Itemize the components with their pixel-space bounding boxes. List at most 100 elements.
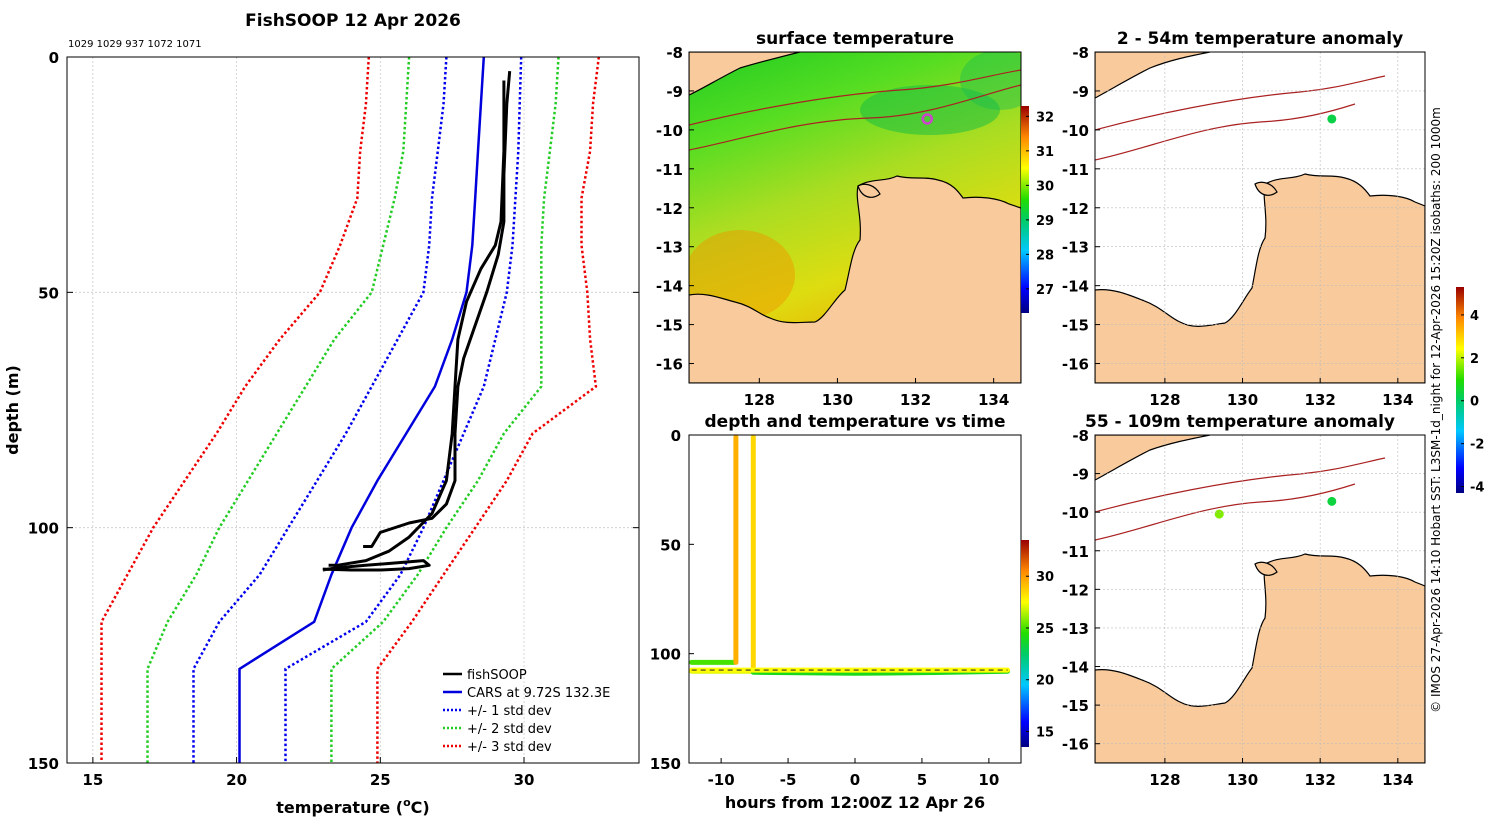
legend-item-1std: +/- 1 std dev: [443, 704, 552, 719]
anomaly-colorbar: [1456, 287, 1464, 493]
sst-colorbar-tick-label: 27: [1036, 283, 1054, 298]
legend-label-1std: +/- 1 std dev: [467, 704, 552, 719]
anomaly-1-xtick-label: 134: [1382, 391, 1413, 409]
anomaly-colorbar-ticks: -4 -2 0 2 4: [1461, 309, 1484, 496]
depth-time-xtick-label: -10: [708, 771, 735, 789]
anomaly-colorbar-tick-label: 4: [1470, 309, 1479, 324]
depth-time-xlabel: hours from 12:00Z 12 Apr 26: [725, 793, 985, 812]
sst-field: [689, 52, 1021, 383]
depth-time-xtick-label: -5: [780, 771, 797, 789]
sst-xtick-label: 132: [900, 391, 931, 409]
anomaly-1-ytick-label: -11: [1062, 161, 1089, 179]
sst-colorbar: [1021, 106, 1029, 313]
profile-panel: FishSOOP 12 Apr 2026 1029 1029 937 1072 …: [3, 11, 640, 817]
sst-ytick-label: -8: [666, 44, 683, 62]
depth-time-panel: depth and temperature vs time -10 -5 0 5 100…: [650, 412, 1054, 812]
anomaly-1-land-australia: [1095, 173, 1425, 383]
fishsoop-cast-2: [328, 80, 506, 567]
profile-series--2-std-dev: [146, 57, 411, 763]
anomaly-2-xtick-label: 134: [1382, 771, 1413, 789]
anomaly-colorbar-tick-label: 2: [1470, 352, 1479, 367]
profile-ticks: 15 20 25 30 0 50 100 150: [28, 49, 639, 789]
sst-title: surface temperature: [756, 29, 954, 49]
depth-time-xtick-label: 5: [917, 771, 927, 789]
depth-time-colorbar-ticks: 15 20 25 30: [1026, 570, 1054, 740]
sst-cool-patch-ne: [960, 52, 1021, 110]
anomaly-2-ytick-label: -8: [1072, 427, 1089, 445]
anomaly-2-ytick-label: -16: [1062, 736, 1089, 754]
sst-location-marker: [921, 113, 934, 125]
profile-ylabel: depth (m): [3, 365, 22, 455]
sst-ytick-label: -9: [666, 83, 683, 101]
anomaly-1-title: 2 - 54m temperature anomaly: [1117, 29, 1403, 49]
sst-xtick-label: 130: [822, 391, 853, 409]
profile-ytick-label: 50: [38, 284, 59, 302]
sst-colorbar-ticks: 27 28 29 30 31 32: [1026, 110, 1054, 298]
anomaly-1-ticks: 128 130 132 134 -8 -9 -10 -11 -12 -13 -14 -15 -16: [1062, 44, 1414, 409]
anomaly-1-isobath-1000: [1095, 75, 1386, 131]
profile-title: FishSOOP 12 Apr 2026: [245, 11, 461, 31]
anomaly-1-ytick-label: -8: [1072, 44, 1089, 62]
legend-item-cars: CARS at 9.72S 132.3E: [443, 686, 610, 701]
depth-time-colorbar-tick-label: 30: [1036, 570, 1054, 585]
depth-time-colorbar-tick-label: 25: [1036, 622, 1054, 637]
anomaly-2-anomaly-point-1: [1327, 496, 1337, 506]
anomaly-map-2-panel: 55 - 109m temperature anomaly 128 130 132 1…: [1062, 412, 1426, 789]
profile-subtitle: 1029 1029 937 1072 1071: [68, 39, 202, 50]
profile-ytick-label: 0: [49, 49, 59, 67]
anomaly-2-ticks: 128 130 132 134 -8 -9 -10 -11 -12 -13 -14 -15 -16: [1062, 427, 1414, 789]
depth-time-ytick-label: 50: [660, 536, 681, 554]
anomaly-2-anomaly-point-2: [1214, 509, 1224, 519]
anomaly-2-land-australia: [1095, 553, 1425, 763]
anomaly-2-isobath-1000: [1095, 457, 1386, 513]
depth-time-colorbar-tick-label: 15: [1036, 725, 1054, 740]
profile-series--2-std-dev: [330, 57, 560, 763]
sst-land-north: [689, 52, 801, 96]
legend-item-3std: +/- 3 std dev: [443, 740, 552, 755]
profile-ytick-label: 100: [28, 520, 59, 538]
profile-xtick-label: 30: [514, 771, 535, 789]
profile-xtick-label: 15: [82, 771, 103, 789]
fishsoop-cast-1: [363, 70, 512, 548]
legend-label-fishsoop: fishSOOP: [467, 668, 527, 683]
sst-ytick-label: -10: [656, 122, 683, 140]
fishsoop-cast-3: [322, 559, 431, 572]
sst-isobath-200: [689, 84, 1021, 151]
depth-time-ytick-label: 0: [671, 427, 681, 445]
anomaly-2-ytick-label: -10: [1062, 504, 1089, 522]
anomaly-1-ytick-label: -10: [1062, 122, 1089, 140]
sst-colorbar-tick-label: 28: [1036, 248, 1054, 263]
profile-ytick-label: 150: [28, 755, 59, 773]
anomaly-2-land-north: [1095, 435, 1211, 481]
legend-label-2std: +/- 2 std dev: [467, 722, 552, 737]
legend-item-2std: +/- 2 std dev: [443, 722, 552, 737]
profile-legend: fishSOOP CARS at 9.72S 132.3E +/- 1 std …: [443, 668, 610, 755]
anomaly-1-axes-box: [1094, 51, 1426, 384]
depth-time-axes-box: [688, 434, 1022, 764]
depth-time-colorbar-tick-label: 20: [1036, 674, 1054, 689]
legend-label-3std: +/- 3 std dev: [467, 740, 552, 755]
sst-colorbar-tick-label: 32: [1036, 110, 1054, 125]
anomaly-2-isobath-200: [1095, 483, 1356, 541]
depth-time-xtick-label: 0: [850, 771, 860, 789]
sst-xtick-label: 134: [978, 391, 1009, 409]
sst-map-panel: surface temperature 128 130 132 134 -8 -9 -10 -…: [656, 29, 1054, 409]
sst-xtick-label: 128: [744, 391, 775, 409]
anomaly-1-isobath-200: [1095, 103, 1356, 161]
anomaly-1-ytick-label: -13: [1062, 239, 1089, 257]
sst-ytick-label: -16: [656, 356, 683, 374]
profile-series: [100, 57, 601, 763]
profile-xtick-label: 25: [370, 771, 391, 789]
anomaly-2-field: [1095, 435, 1425, 763]
anomaly-1-ytick-label: -14: [1062, 278, 1089, 296]
anomaly-2-grid: [1095, 434, 1425, 763]
sst-ytick-label: -13: [656, 239, 683, 257]
sst-land-island: [857, 183, 881, 198]
anomaly-1-ytick-label: -15: [1062, 317, 1089, 335]
sst-ytick-label: -15: [656, 317, 683, 335]
profile-series--1-std-dev: [192, 57, 448, 763]
depth-time-colorbar: [1021, 540, 1029, 747]
anomaly-colorbar-tick-label: -4: [1470, 481, 1484, 496]
profile-axes-box: [66, 56, 640, 764]
sst-colorbar-tick-label: 30: [1036, 179, 1054, 194]
